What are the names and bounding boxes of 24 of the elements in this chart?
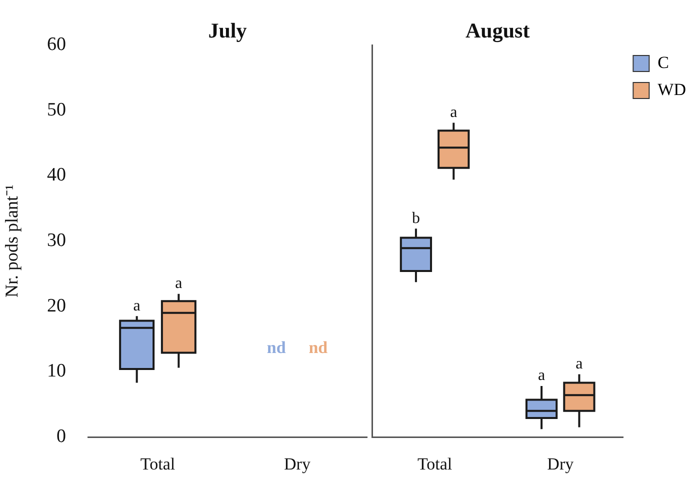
y-tick-label: 0 — [56, 426, 66, 447]
y-tick-label: 60 — [47, 34, 66, 55]
y-tick-label: 50 — [47, 99, 66, 120]
legend-label: WD — [658, 80, 686, 99]
x-tick-label: Dry — [284, 454, 311, 474]
annotation: b — [412, 210, 420, 227]
legend-label: C — [658, 52, 670, 72]
y-tick-label: 20 — [47, 295, 66, 316]
x-tick-label: Dry — [547, 454, 574, 474]
annotation: a — [538, 367, 546, 384]
annotation: a — [450, 104, 458, 121]
chart-title: August — [465, 18, 530, 42]
y-axis-title: Nr. pods plant⁻¹ — [2, 184, 22, 298]
annotation: a — [133, 297, 140, 314]
y-tick-label: 10 — [47, 360, 66, 382]
y-tick-label: 40 — [47, 164, 66, 186]
y-tick-label: 30 — [47, 230, 66, 251]
annotation: a — [175, 275, 182, 292]
annotation: a — [576, 355, 583, 372]
annotation: nd — [308, 338, 328, 358]
x-tick-label: Total — [140, 454, 176, 474]
x-tick-label: Total — [417, 454, 452, 474]
chart-title: July — [208, 18, 248, 42]
annotation: nd — [266, 338, 286, 358]
